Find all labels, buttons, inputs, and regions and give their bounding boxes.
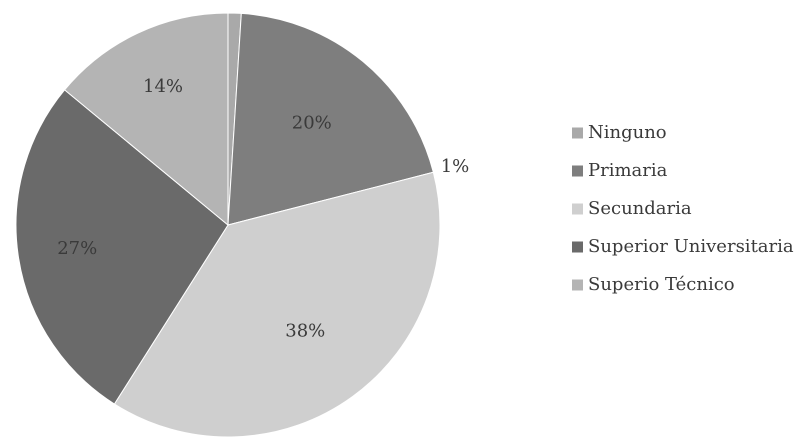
legend-item-secundaria: Secundaria bbox=[572, 198, 692, 219]
data-label-ninguno: 1% bbox=[441, 156, 470, 177]
legend-item-superior-universitaria: Superior Universitaria bbox=[572, 236, 794, 257]
legend-swatch-superio-tecnico bbox=[572, 279, 583, 291]
pie-slice-secundaria bbox=[113, 171, 441, 438]
legend-label-ninguno: Ninguno bbox=[588, 122, 667, 143]
legend-item-superio-tecnico: Superio Técnico bbox=[572, 274, 735, 295]
legend-swatch-secundaria bbox=[572, 203, 583, 215]
legend-label-primaria: Primaria bbox=[588, 160, 668, 181]
legend: Ninguno Primaria Secundaria Superior Univer… bbox=[572, 122, 794, 295]
pie-slices bbox=[15, 12, 441, 438]
legend-item-ninguno: Ninguno bbox=[572, 122, 667, 143]
pie-slice-superio-tecnico bbox=[63, 12, 229, 227]
data-label-secundaria: 38% bbox=[285, 320, 325, 341]
legend-label-superior-universitaria: Superior Universitaria bbox=[588, 236, 794, 257]
legend-label-secundaria: Secundaria bbox=[588, 198, 692, 219]
legend-swatch-primaria bbox=[572, 165, 583, 177]
legend-label-superio-tecnico: Superio Técnico bbox=[588, 274, 735, 295]
data-label-superior-universitaria: 27% bbox=[57, 238, 97, 259]
pie-slice-superior-universitaria bbox=[15, 89, 229, 405]
legend-swatch-superior-universitaria bbox=[572, 241, 583, 253]
legend-item-primaria: Primaria bbox=[572, 160, 668, 181]
pie-labels: 1% 20% 38% 27% 14% bbox=[57, 76, 469, 341]
legend-swatch-ninguno bbox=[572, 127, 583, 139]
data-label-primaria: 20% bbox=[292, 113, 332, 134]
pie-slice-primaria bbox=[227, 12, 434, 226]
data-label-superio-tecnico: 14% bbox=[143, 76, 183, 97]
